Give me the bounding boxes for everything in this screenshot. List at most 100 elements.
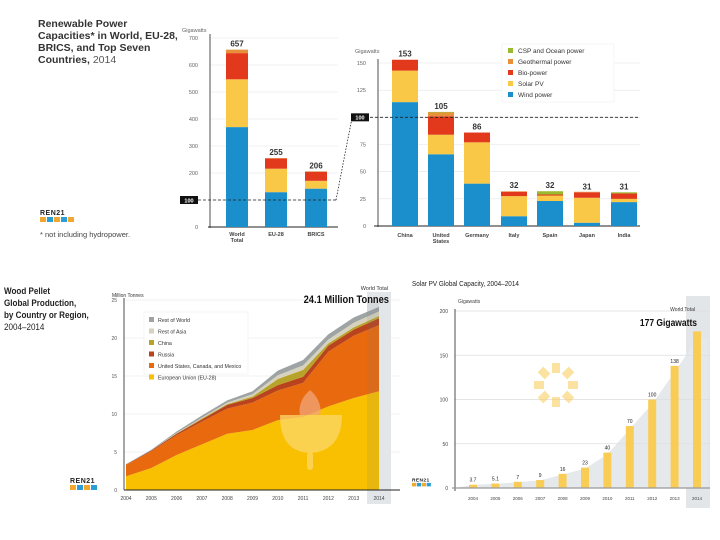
legend-swatch-eu	[149, 374, 154, 380]
bar-segment-solar	[428, 134, 454, 155]
bar-segment-wind	[305, 188, 327, 227]
legend-swatch-solar	[508, 81, 513, 86]
y-tick-label: 200	[189, 171, 198, 177]
chart1-title-text: Renewable Power Capacities* in World, EU…	[38, 18, 178, 66]
bar-segment-bio	[226, 53, 248, 80]
chart3-title-line: by Country or Region,	[4, 310, 89, 321]
legend-box	[143, 311, 249, 375]
bar	[693, 331, 701, 488]
chart4-title: Solar PV Global Capacity, 2004–2014	[412, 279, 519, 288]
bar	[581, 467, 589, 488]
x-tick-label: 2010	[272, 496, 283, 502]
reference-badge	[351, 113, 369, 122]
bar-segment-solar	[226, 79, 248, 128]
bar	[670, 365, 679, 488]
bar-segment-solar	[305, 180, 327, 189]
legend-swatch-namerica	[149, 363, 154, 368]
x-tick-label: 2009	[247, 496, 258, 502]
bar	[648, 399, 657, 488]
y-tick-label: 700	[189, 36, 198, 42]
legend-label: European Union (EU-28)	[158, 376, 217, 382]
sun-ray	[561, 390, 575, 404]
x-tick-label: 2008	[222, 496, 233, 502]
bar-segment-solar	[501, 196, 527, 217]
bar	[491, 483, 500, 488]
bar-segment-wind	[464, 183, 490, 226]
bar-segment-geothermal	[501, 191, 527, 192]
bar-total-label: 86	[473, 123, 482, 132]
y-tick-label: 150	[440, 353, 449, 359]
world-total-label: World Total	[361, 286, 388, 292]
x-tick-label: United	[432, 233, 449, 239]
logo-block	[416, 482, 422, 487]
bar-segment-bio	[428, 116, 454, 135]
bar-segment-wind	[265, 192, 287, 227]
legend-label: United States, Canada, and Mexico	[158, 364, 241, 370]
bar-value-label: 9	[539, 473, 542, 479]
sun-ray	[537, 366, 551, 380]
chart2-legend: CSP and Ocean power Geothermal power Bio-p…	[501, 43, 615, 103]
chart1-title: Renewable Power Capacities* in World, EU…	[38, 18, 178, 66]
legend-swatch-china	[149, 340, 154, 345]
x-tick-label: Germany	[465, 233, 490, 239]
bar	[536, 480, 545, 488]
x-tick-label: Italy	[508, 233, 520, 239]
bar-segment-bio	[392, 59, 418, 71]
logo-block	[412, 482, 417, 487]
bar-segment-wind	[501, 216, 527, 226]
highlight-overlay-2014	[367, 300, 379, 490]
y-tick-label: 25	[111, 298, 117, 304]
legend-swatch-rest_asia	[149, 328, 154, 334]
legend-label: China	[158, 341, 172, 347]
y-tick-label: 25	[360, 197, 366, 203]
bar-segment-solar	[392, 70, 418, 103]
bar	[513, 481, 522, 488]
x-tick-label: 2006	[513, 496, 524, 501]
bar	[603, 452, 612, 488]
logo-blocks	[40, 217, 74, 222]
logo-block	[84, 485, 90, 490]
bar-segment-csp_ocean	[428, 111, 454, 113]
bar	[625, 426, 634, 488]
bar-value-label: 70	[627, 419, 633, 425]
bar-segment-csp_ocean	[611, 192, 637, 194]
logo-block	[47, 217, 53, 222]
sun-ray	[552, 363, 560, 373]
bar-segment-solar	[265, 168, 287, 193]
x-tick-label: 2005	[146, 496, 157, 502]
x-tick-label: India	[618, 233, 632, 239]
bar	[558, 473, 567, 488]
bar-segment-wind	[537, 201, 563, 226]
bar-value-label: 23	[582, 461, 588, 467]
chart1-title-year: 2014	[92, 54, 117, 66]
ren21-logo-pellet: REN21	[70, 478, 97, 490]
legend-swatch-rest_world	[149, 317, 154, 322]
x-tick-label: EU-28	[268, 232, 284, 238]
x-tick-label: 2012	[323, 496, 334, 502]
legend-label: Solar PV	[518, 81, 544, 88]
x-tick-label: 2006	[171, 496, 182, 502]
y-tick-label: 150	[357, 61, 366, 67]
chart3-title-line: Global Production,	[4, 298, 77, 309]
bar-segment-bio	[537, 194, 563, 196]
logo-block	[77, 485, 83, 490]
area-rest_asia	[126, 311, 379, 465]
logo-text: REN21	[70, 478, 96, 485]
y-tick-label: 600	[189, 63, 198, 69]
bar-total-label: 153	[398, 50, 412, 59]
logo-block	[40, 217, 46, 222]
bar-total-label: 32	[510, 181, 519, 190]
y-tick-label: 0	[114, 488, 117, 494]
x-tick-label: 2010	[602, 496, 613, 501]
bar-segment-solar	[611, 198, 637, 203]
y-tick-label: 200	[440, 309, 449, 315]
y-tick-label: 75	[360, 143, 366, 149]
zoom-connector-line	[335, 117, 353, 201]
x-tick-label: 2005	[490, 496, 501, 501]
bar-value-label: 5.1	[492, 476, 499, 482]
y-axis-label: Million Tonnes	[112, 293, 144, 299]
bar-total-label: 105	[434, 102, 448, 111]
x-tick-label: Japan	[579, 233, 596, 239]
x-tick-label: 2011	[625, 496, 635, 501]
